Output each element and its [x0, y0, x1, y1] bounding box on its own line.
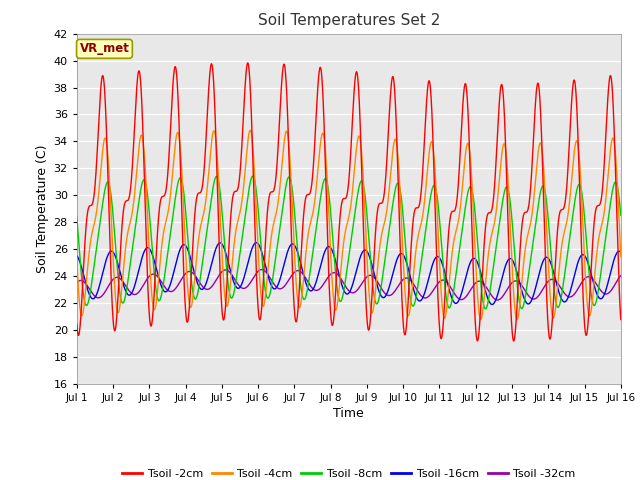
Tsoil -32cm [167, 288, 175, 294]
Tsoil -32cm [73, 280, 81, 286]
Tsoil -16cm [607, 270, 614, 276]
Line: Tsoil -16cm: Tsoil -16cm [77, 242, 621, 304]
Tsoil -16cm [488, 301, 496, 307]
Tsoil -16cm [305, 287, 313, 293]
Tsoil -2cm [282, 72, 289, 77]
Tsoil -2cm [617, 317, 625, 323]
Tsoil -16cm [548, 264, 556, 269]
Tsoil -2cm [167, 113, 175, 119]
Tsoil -16cm [73, 252, 81, 258]
Tsoil -8cm [249, 173, 257, 179]
Tsoil -4cm [477, 317, 484, 323]
Tsoil -4cm [167, 186, 175, 192]
Tsoil -8cm [167, 226, 175, 231]
Tsoil -32cm [305, 281, 313, 287]
Line: Tsoil -32cm: Tsoil -32cm [77, 270, 621, 300]
Y-axis label: Soil Temperature (C): Soil Temperature (C) [36, 144, 49, 273]
Tsoil -32cm [258, 267, 266, 273]
Line: Tsoil -8cm: Tsoil -8cm [77, 176, 621, 309]
Tsoil -2cm [510, 338, 518, 344]
Tsoil -4cm [548, 311, 556, 316]
Tsoil -8cm [305, 276, 313, 281]
Tsoil -2cm [244, 60, 252, 66]
Tsoil -32cm [282, 282, 289, 288]
Tsoil -4cm [73, 257, 81, 263]
Tsoil -4cm [617, 254, 625, 260]
Tsoil -32cm [607, 288, 614, 294]
Legend: Tsoil -2cm, Tsoil -4cm, Tsoil -8cm, Tsoil -16cm, Tsoil -32cm: Tsoil -2cm, Tsoil -4cm, Tsoil -8cm, Tsoi… [118, 465, 580, 480]
Tsoil -8cm [73, 215, 81, 220]
Tsoil -8cm [282, 185, 289, 191]
Tsoil -2cm [607, 73, 614, 79]
Tsoil -32cm [617, 273, 625, 278]
Tsoil -4cm [305, 226, 313, 231]
Line: Tsoil -4cm: Tsoil -4cm [77, 130, 621, 320]
Tsoil -16cm [167, 279, 175, 285]
Tsoil -4cm [246, 127, 254, 133]
Title: Soil Temperatures Set 2: Soil Temperatures Set 2 [258, 13, 440, 28]
Tsoil -2cm [135, 68, 143, 74]
Tsoil -16cm [617, 249, 625, 255]
Tsoil -16cm [282, 255, 289, 261]
Tsoil -8cm [617, 212, 625, 218]
Tsoil -32cm [493, 297, 501, 303]
Tsoil -8cm [548, 263, 556, 268]
Tsoil -8cm [607, 200, 614, 206]
Tsoil -16cm [253, 240, 260, 245]
Tsoil -4cm [135, 145, 143, 151]
Tsoil -2cm [548, 323, 556, 329]
Line: Tsoil -2cm: Tsoil -2cm [77, 63, 621, 341]
Tsoil -32cm [135, 289, 143, 295]
Tsoil -4cm [282, 130, 289, 136]
Tsoil -8cm [135, 199, 143, 205]
Tsoil -2cm [73, 321, 81, 327]
Text: VR_met: VR_met [79, 42, 129, 55]
Tsoil -4cm [607, 147, 614, 153]
Tsoil -2cm [305, 192, 313, 197]
Tsoil -8cm [482, 306, 490, 312]
X-axis label: Time: Time [333, 407, 364, 420]
Tsoil -16cm [135, 267, 143, 273]
Tsoil -32cm [548, 276, 556, 282]
